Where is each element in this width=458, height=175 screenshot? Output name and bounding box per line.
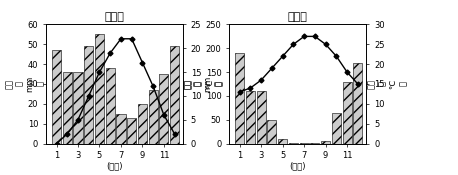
Bar <box>84 46 93 144</box>
X-axis label: (月份): (月份) <box>106 162 123 170</box>
Y-axis label: 单位
（
mm
）: 单位 （ mm ） <box>183 76 223 92</box>
Bar <box>73 72 82 144</box>
Y-axis label: 单位
（
℃
）: 单位 （ ℃ ） <box>367 79 408 89</box>
Title: 安卡拉: 安卡拉 <box>104 12 125 22</box>
Bar <box>278 139 287 144</box>
Bar <box>148 90 158 144</box>
X-axis label: (月份): (月份) <box>289 162 306 170</box>
Bar <box>138 104 147 144</box>
Bar <box>159 74 169 144</box>
Bar <box>321 141 330 144</box>
Bar <box>343 82 352 144</box>
Bar <box>127 118 136 144</box>
Bar <box>170 46 179 144</box>
Bar <box>106 68 115 144</box>
Y-axis label: 单位
（
mm
）: 单位 （ mm ） <box>5 76 45 92</box>
Bar <box>267 120 277 144</box>
Bar <box>353 63 362 144</box>
Bar <box>116 114 125 144</box>
Bar <box>300 143 309 144</box>
Title: 贝鲁特: 贝鲁特 <box>288 12 308 22</box>
Bar <box>311 143 319 144</box>
Bar <box>52 50 61 144</box>
Legend: 降水, 气温: 降水, 气温 <box>393 67 441 108</box>
Bar <box>289 143 298 144</box>
Bar <box>95 34 104 144</box>
Y-axis label: 单位
（
℃
）: 单位 （ ℃ ） <box>184 79 224 89</box>
Bar <box>63 72 72 144</box>
Bar <box>235 53 244 143</box>
Bar <box>332 113 341 144</box>
Bar <box>246 91 255 144</box>
Bar <box>256 91 266 144</box>
